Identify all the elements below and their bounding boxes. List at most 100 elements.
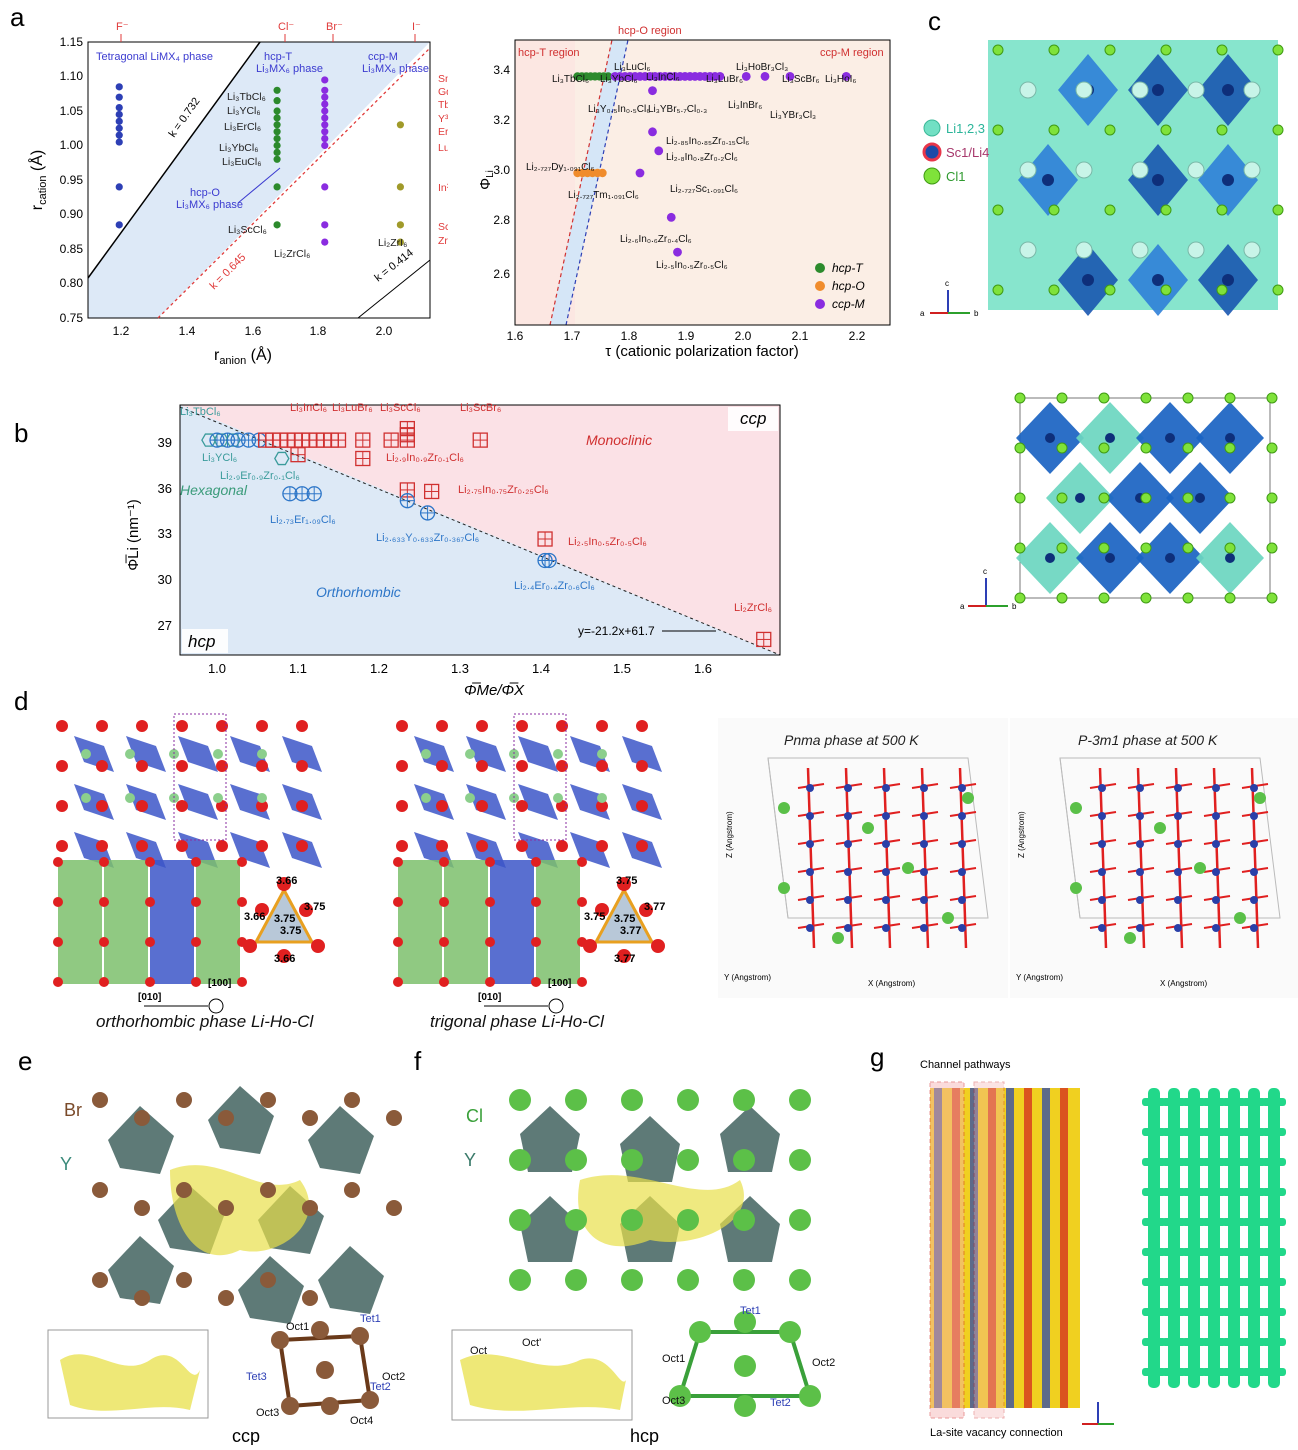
d-o-atom (476, 720, 488, 732)
g-channel-bridge (1242, 1368, 1266, 1376)
svg-text:2.0: 2.0 (735, 329, 752, 343)
f-cl-atom (621, 1269, 643, 1291)
c-sc-atom (1152, 174, 1164, 186)
md-li-site (1174, 812, 1182, 820)
d-triangle-atom (639, 903, 653, 917)
a-left-point (321, 141, 329, 150)
c-bottom-center-atom (1045, 553, 1055, 563)
d-poly-block (444, 860, 488, 984)
d-o-atom-bottom (191, 857, 201, 867)
a-right-ccpM-point (715, 72, 725, 81)
c-bottom-cl-atom (1014, 442, 1026, 454)
d-o-atom (476, 800, 488, 812)
d-o-atom-bottom (577, 857, 587, 867)
c-bottom-cl-atom (1140, 542, 1152, 554)
a-left-point (396, 121, 405, 129)
c-sc-atom (1222, 274, 1234, 286)
region-hcpO: hcp-O (190, 187, 220, 199)
d-o-atom (56, 800, 68, 812)
c-bottom-cl-atom (1182, 392, 1194, 404)
g-channel-bridge (1262, 1128, 1286, 1136)
md-anion (1154, 822, 1166, 834)
label-Li3EuCl6: Li₃EuCl₆ (222, 156, 261, 168)
d-triangle-atom (255, 903, 269, 917)
d-octahedron (126, 736, 166, 772)
md-li-site (1250, 840, 1258, 848)
md-li-site (1174, 924, 1182, 932)
md-li-site (1250, 812, 1258, 820)
c-sc-atom (1222, 174, 1234, 186)
f-cl-atom (789, 1209, 811, 1231)
c-li-atom (1131, 81, 1149, 99)
f-cl-atom (509, 1269, 531, 1291)
md-li-site (958, 868, 966, 876)
b-label-Li3TbCl6: Li₃TbCl₆ (180, 406, 221, 418)
a-left-point (321, 128, 329, 136)
g-channel-bridge (1242, 1188, 1266, 1196)
a-right-ccpM-point (785, 72, 795, 81)
d-li-atom (597, 793, 607, 803)
a-left-point (396, 238, 405, 246)
d-o-atom (596, 840, 608, 852)
g-vacancy-label: La-site vacancy connection (930, 1427, 1063, 1439)
a-left-point (115, 110, 123, 119)
e-cage-atom (281, 1397, 299, 1415)
f-cl-atom (677, 1269, 699, 1291)
md-li-site (844, 896, 852, 904)
md-anion (902, 862, 914, 874)
g-channel-bridge (1222, 1218, 1246, 1226)
g-stripe (988, 1088, 996, 1408)
md-li-site (844, 868, 852, 876)
svg-text:1.15: 1.15 (60, 35, 84, 49)
d-o-atom-bottom (439, 977, 449, 987)
a-left-point (273, 141, 281, 150)
d-distance-label: 3.77 (614, 953, 635, 965)
c-li-atom (1243, 241, 1261, 259)
label-Li3InBr6-r: Li₃InBr₆ (728, 100, 762, 111)
f-cl-atom (565, 1089, 587, 1111)
g-channel-bridge (1162, 1278, 1186, 1286)
e-br-atom (92, 1182, 108, 1198)
d-poly-block (196, 860, 240, 984)
e-octahedron (308, 1106, 374, 1174)
md-li-site (806, 784, 814, 792)
d-o-atom-bottom (439, 857, 449, 867)
d-o-atom (636, 800, 648, 812)
svg-text:1.4: 1.4 (532, 661, 550, 676)
c-bottom-cl-atom (1140, 442, 1152, 454)
d-distance-label: 3.75 (274, 913, 295, 925)
f-cl-atom (733, 1269, 755, 1291)
svg-text:1.6: 1.6 (245, 324, 262, 338)
e-site-label: Tet3 (246, 1371, 267, 1383)
md-li-site (1136, 812, 1144, 820)
region-hcpT-2: Li₃MX₆ phase (256, 63, 323, 75)
b-label-Li29In09Zr01Cl6: Li₂.₉In₀.₉Zr₀.₁Cl₆ (386, 452, 464, 464)
c-li-atom (1075, 81, 1093, 99)
f-octahedron (520, 1106, 580, 1172)
a-left-point (273, 183, 281, 191)
region-ccpM: ccp-M (368, 51, 398, 63)
e-octahedron (318, 1246, 384, 1314)
d-o-atom-bottom (577, 977, 587, 987)
k-0414-line (357, 259, 431, 319)
f-isosurface (578, 1175, 744, 1247)
a-left-point (115, 131, 123, 139)
f-cl-atom (789, 1089, 811, 1111)
a-left-point (273, 135, 281, 143)
md-trajectory (920, 767, 930, 949)
d-octahedron (74, 784, 114, 820)
d-o-atom (96, 840, 108, 852)
e-octahedron (208, 1086, 274, 1154)
d-poly-block (398, 860, 442, 984)
md-li-site (1174, 840, 1182, 848)
md-anion (1194, 862, 1206, 874)
a-left-point (115, 117, 123, 125)
panel-c-bottom-structure: c a b (960, 348, 1290, 638)
md-y-axis: Y (Angstrom) (1016, 973, 1063, 982)
a-right-hcpO-point (598, 168, 607, 178)
a-right-ccpM-point (635, 168, 645, 178)
e-br-atom (260, 1272, 276, 1288)
c-li-atom (1131, 241, 1149, 259)
c-cl-atom (1216, 204, 1228, 216)
f-cl-atom (621, 1089, 643, 1111)
